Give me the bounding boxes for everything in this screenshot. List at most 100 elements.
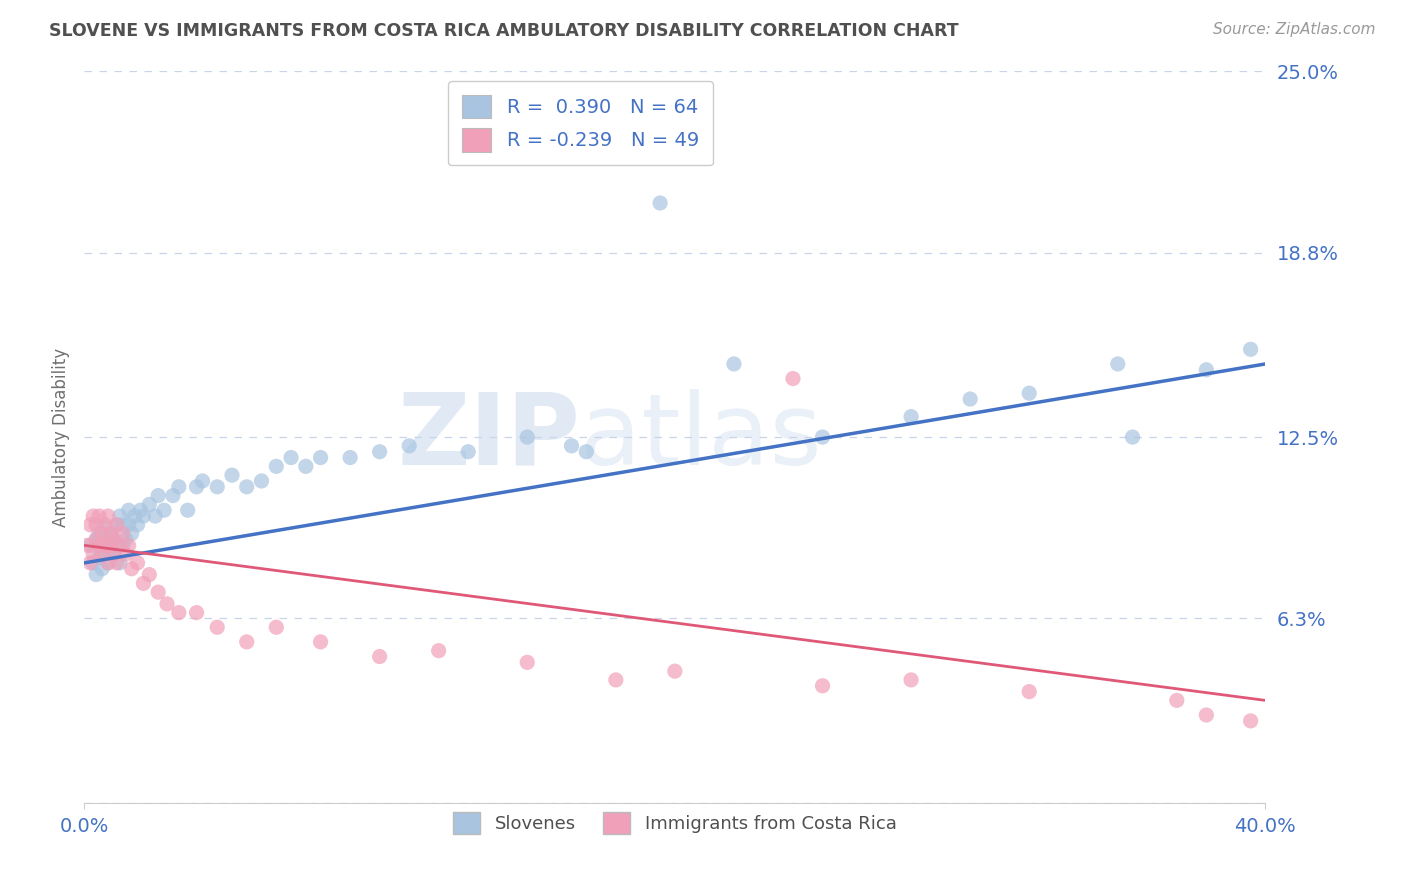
Y-axis label: Ambulatory Disability: Ambulatory Disability: [52, 348, 70, 526]
Point: [1195, 708, 1218, 723]
Point: [91, 562, 114, 576]
Point: [87, 538, 111, 552]
Point: [250, 474, 273, 488]
Point: [1195, 363, 1218, 377]
Point: [167, 480, 190, 494]
Point: [398, 439, 420, 453]
Point: [266, 459, 288, 474]
Point: [138, 497, 160, 511]
Point: [723, 357, 745, 371]
Point: [79, 538, 101, 552]
Point: [118, 517, 141, 532]
Point: [186, 606, 208, 620]
Point: [664, 664, 686, 678]
Point: [561, 439, 583, 453]
Point: [368, 444, 391, 458]
Point: [108, 509, 131, 524]
Point: [84, 517, 107, 532]
Point: [138, 567, 160, 582]
Point: [100, 538, 122, 552]
Point: [295, 459, 318, 474]
Point: [111, 517, 134, 532]
Point: [105, 556, 128, 570]
Point: [127, 556, 149, 570]
Point: [1018, 386, 1040, 401]
Legend: Slovenes, Immigrants from Costa Rica: Slovenes, Immigrants from Costa Rica: [443, 801, 907, 845]
Point: [103, 547, 125, 561]
Point: [266, 620, 288, 634]
Point: [82, 509, 104, 524]
Point: [94, 538, 117, 552]
Point: [1018, 684, 1040, 698]
Point: [91, 547, 114, 561]
Point: [132, 509, 155, 524]
Point: [97, 556, 120, 570]
Point: [339, 450, 361, 465]
Point: [111, 538, 134, 552]
Point: [900, 409, 922, 424]
Point: [114, 547, 136, 561]
Point: [143, 509, 166, 524]
Text: atlas: atlas: [581, 389, 823, 485]
Point: [124, 509, 146, 524]
Point: [309, 450, 332, 465]
Point: [221, 468, 243, 483]
Text: SLOVENE VS IMMIGRANTS FROM COSTA RICA AMBULATORY DISABILITY CORRELATION CHART: SLOVENE VS IMMIGRANTS FROM COSTA RICA AM…: [49, 22, 959, 40]
Text: ZIP: ZIP: [398, 389, 581, 485]
Point: [111, 526, 134, 541]
Point: [105, 517, 128, 532]
Point: [132, 576, 155, 591]
Point: [103, 533, 125, 547]
Point: [516, 430, 538, 444]
Point: [108, 538, 131, 552]
Point: [118, 503, 141, 517]
Point: [105, 538, 128, 552]
Point: [280, 450, 302, 465]
Text: Source: ZipAtlas.com: Source: ZipAtlas.com: [1212, 22, 1375, 37]
Point: [156, 597, 179, 611]
Point: [79, 517, 101, 532]
Point: [1240, 343, 1263, 357]
Point: [87, 509, 111, 524]
Point: [959, 392, 981, 406]
Point: [87, 526, 111, 541]
Point: [1166, 693, 1188, 707]
Point: [84, 533, 107, 547]
Point: [91, 544, 114, 558]
Point: [82, 556, 104, 570]
Point: [91, 526, 114, 541]
Point: [575, 444, 598, 458]
Point: [368, 649, 391, 664]
Point: [114, 533, 136, 547]
Point: [309, 635, 332, 649]
Point: [108, 556, 131, 570]
Point: [94, 521, 117, 535]
Point: [186, 480, 208, 494]
Point: [457, 444, 479, 458]
Point: [148, 585, 170, 599]
Point: [900, 673, 922, 687]
Point: [605, 673, 627, 687]
Point: [516, 656, 538, 670]
Point: [103, 533, 125, 547]
Point: [97, 556, 120, 570]
Point: [177, 503, 200, 517]
Point: [94, 517, 117, 532]
Point: [100, 526, 122, 541]
Point: [79, 556, 101, 570]
Point: [191, 474, 214, 488]
Point: [87, 549, 111, 564]
Point: [84, 567, 107, 582]
Point: [103, 547, 125, 561]
Point: [167, 606, 190, 620]
Point: [207, 480, 229, 494]
Point: [121, 526, 143, 541]
Point: [105, 517, 128, 532]
Point: [127, 517, 149, 532]
Point: [121, 562, 143, 576]
Point: [84, 533, 107, 547]
Point: [236, 635, 259, 649]
Point: [148, 489, 170, 503]
Point: [162, 489, 184, 503]
Point: [650, 196, 672, 211]
